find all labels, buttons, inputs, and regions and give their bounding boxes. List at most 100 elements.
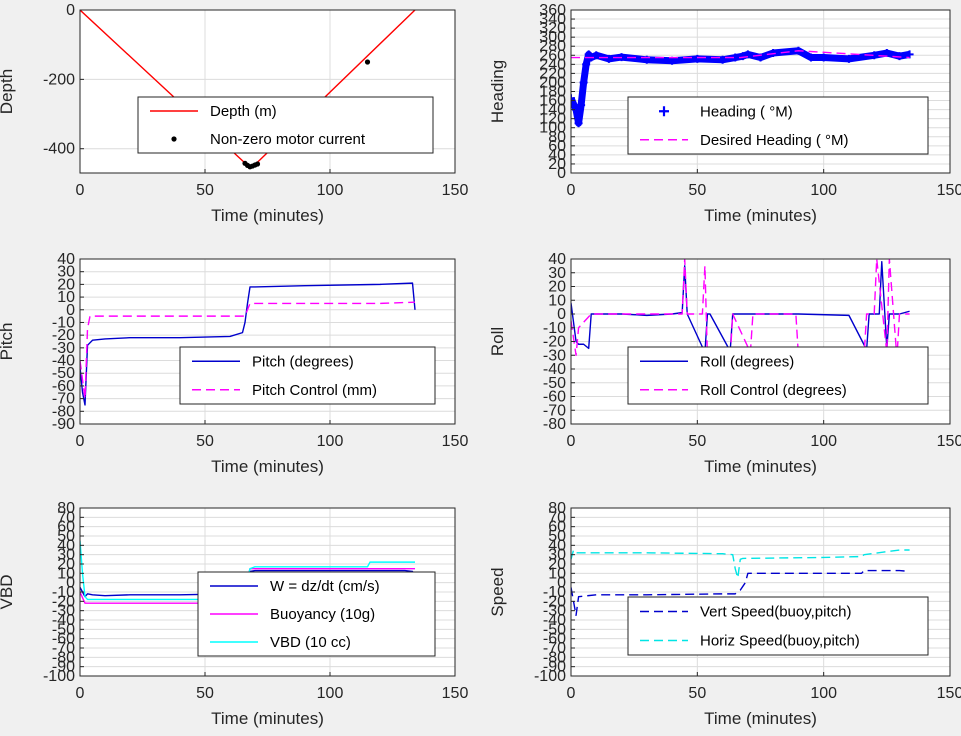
series-group xyxy=(80,282,416,406)
y-tick-label: -30 xyxy=(52,340,75,357)
legend-box xyxy=(627,596,929,656)
series-line-1 xyxy=(571,569,910,617)
y-tick-label: -70 xyxy=(543,402,566,419)
y-tick-label: -40 xyxy=(52,612,75,629)
y-tick-label: 0 xyxy=(557,575,566,592)
legend-label: Depth (m) xyxy=(210,103,277,120)
y-tick-label: -30 xyxy=(52,603,75,620)
y-tick-label: 20 xyxy=(548,279,566,296)
y-tick-label: -80 xyxy=(52,649,75,666)
y-tick-label: -80 xyxy=(52,403,75,420)
y-tick-label: -70 xyxy=(543,640,566,657)
x-tick-label: 100 xyxy=(317,685,344,702)
data-point xyxy=(738,52,747,61)
legend-label: Vert Speed(buoy,pitch) xyxy=(700,604,851,621)
y-tick-label: 200 xyxy=(539,74,566,91)
x-axis-label: Time (minutes) xyxy=(211,457,324,476)
legend-label: VBD (10 cc) xyxy=(270,634,351,651)
data-point xyxy=(844,54,853,63)
y-tick-label: 10 xyxy=(548,565,566,582)
y-tick-label: -50 xyxy=(543,621,566,638)
x-tick-label: 150 xyxy=(442,433,469,450)
y-tick-label: -90 xyxy=(52,659,75,676)
legend-label: Non-zero motor current xyxy=(210,131,366,148)
y-tick-label: 0 xyxy=(557,165,566,182)
legend-marker xyxy=(659,106,669,117)
y-axis-label: Pitch xyxy=(0,323,16,361)
legend-label: Roll Control (degrees) xyxy=(700,382,847,399)
legend-label: Heading ( °M) xyxy=(700,103,793,120)
panel-4: 0 50 100 150403020100-10-20-30-40-50-60-70-… xyxy=(488,251,961,476)
x-tick-label: 50 xyxy=(688,685,706,702)
y-tick-label: -90 xyxy=(543,659,566,676)
y-tick-label: 70 xyxy=(548,509,566,526)
legend-marker xyxy=(171,136,177,142)
data-point xyxy=(604,54,613,63)
y-tick-label: 10 xyxy=(548,292,566,309)
series-line-1 xyxy=(80,282,416,406)
y-tick-label: 30 xyxy=(548,547,566,564)
x-axis-label: Time (minutes) xyxy=(704,709,817,728)
y-tick-label: -400 xyxy=(43,141,75,158)
x-tick-label: 50 xyxy=(196,433,214,450)
x-tick-label: 100 xyxy=(317,433,344,450)
series-line-1 xyxy=(571,261,910,354)
y-tick-label: -80 xyxy=(543,416,566,433)
x-tick-label: 0 xyxy=(76,182,85,199)
y-tick-label: -200 xyxy=(43,71,75,88)
y-axis-label: Roll xyxy=(488,327,507,356)
y-tick-label: -50 xyxy=(52,621,75,638)
y-tick-label: -100 xyxy=(534,668,566,685)
y-tick-label: -10 xyxy=(52,314,75,331)
y-tick-label: -50 xyxy=(52,365,75,382)
x-tick-label: 100 xyxy=(317,182,344,199)
y-tick-label: 70 xyxy=(57,509,75,526)
data-point xyxy=(574,119,583,128)
y-tick-label: 280 xyxy=(539,38,566,55)
y-axis-label: VBD xyxy=(0,575,16,610)
x-tick-label: 0 xyxy=(567,433,576,450)
y-tick-label: 80 xyxy=(548,500,566,517)
legend-label: W = dz/dt (cm/s) xyxy=(270,578,380,595)
x-tick-label: 50 xyxy=(688,182,706,199)
y-axis-label: Heading xyxy=(488,60,507,123)
y-tick-label: 0 xyxy=(66,2,75,19)
y-tick-label: 0 xyxy=(66,302,75,319)
y-tick-label: 100 xyxy=(539,120,566,137)
y-tick-label: 0 xyxy=(66,575,75,592)
x-tick-label: 150 xyxy=(442,685,469,702)
x-tick-label: 0 xyxy=(567,182,576,199)
y-tick-label: 80 xyxy=(548,129,566,146)
data-point xyxy=(579,78,588,87)
series-group xyxy=(571,46,914,128)
y-tick-label: 10 xyxy=(57,565,75,582)
y-tick-label: 20 xyxy=(57,276,75,293)
x-tick-label: 50 xyxy=(196,182,214,199)
y-tick-label: 120 xyxy=(539,111,566,128)
x-axis-label: Time (minutes) xyxy=(704,206,817,225)
axes-box xyxy=(79,258,456,425)
y-tick-label: 340 xyxy=(539,11,566,28)
axes-box xyxy=(79,9,456,174)
x-axis-label: Time (minutes) xyxy=(211,206,324,225)
y-tick-label: -80 xyxy=(543,649,566,666)
x-tick-label: 100 xyxy=(810,685,837,702)
data-point xyxy=(592,51,601,60)
x-axis-label: Time (minutes) xyxy=(704,457,817,476)
legend: Roll (degrees) Roll Control (degrees) xyxy=(627,346,929,405)
x-tick-label: 150 xyxy=(442,182,469,199)
x-tick-label: 50 xyxy=(688,433,706,450)
legend-box xyxy=(627,96,929,155)
legend-label: Horiz Speed(buoy,pitch) xyxy=(700,633,860,650)
x-tick-label: 150 xyxy=(937,685,961,702)
x-tick-label: 150 xyxy=(937,182,961,199)
y-tick-label: -70 xyxy=(52,391,75,408)
data-point xyxy=(577,101,586,110)
legend-label: Buoyancy (10g) xyxy=(270,606,375,623)
x-tick-label: 100 xyxy=(810,433,837,450)
y-tick-label: 20 xyxy=(548,556,566,573)
y-tick-label: 40 xyxy=(57,537,75,554)
y-axis-label: Speed xyxy=(488,567,507,616)
y-tick-label: -40 xyxy=(543,612,566,629)
